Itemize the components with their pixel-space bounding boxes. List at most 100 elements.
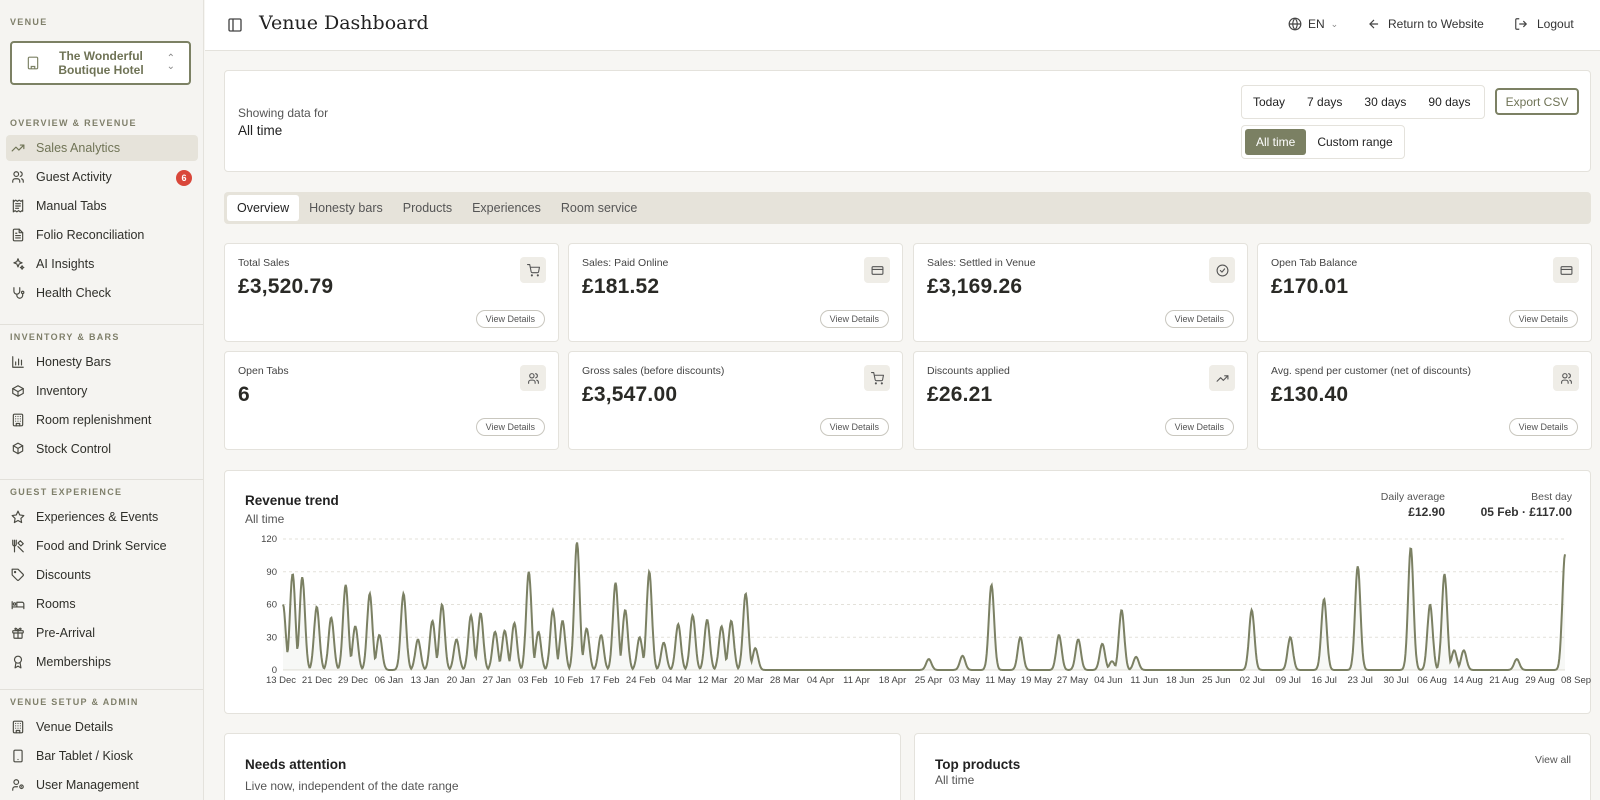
showing-label: Showing data for: [238, 106, 329, 120]
range-all-time-button[interactable]: All time: [1245, 129, 1307, 155]
sidebar-item-label: Folio Reconciliation: [36, 228, 145, 242]
language-selector[interactable]: EN ⌄: [1288, 17, 1338, 31]
range-today-button[interactable]: Today: [1253, 95, 1286, 109]
sidebar-item-guest-activity[interactable]: Guest Activity 6: [6, 164, 198, 190]
logout-button[interactable]: Logout: [1514, 17, 1574, 31]
stat-icon-box: [1209, 365, 1235, 391]
view-details-button[interactable]: View Details: [1164, 310, 1234, 328]
stat-value: £3,169.26: [927, 275, 1023, 298]
tab-experiences[interactable]: Experiences: [472, 201, 541, 215]
gift-icon: [12, 627, 24, 639]
sidebar-item-ai-insights[interactable]: AI Insights: [6, 251, 198, 277]
stat-value: £170.01: [1271, 275, 1349, 298]
sidebar-item-bar-tablet-kiosk[interactable]: Bar Tablet / Kiosk: [6, 743, 198, 769]
x-tick-label: 03 May: [949, 675, 980, 686]
view-details-button[interactable]: View Details: [819, 310, 889, 328]
range-30-days-button[interactable]: 30 days: [1364, 95, 1407, 109]
tab-honesty-bars[interactable]: Honesty bars: [309, 201, 383, 215]
sidebar-item-stock-control[interactable]: Stock Control: [6, 436, 198, 462]
tab-room-service[interactable]: Room service: [560, 201, 638, 215]
sidebar-item-folio-reconciliation[interactable]: Folio Reconciliation: [6, 222, 198, 248]
needs-attention-subtitle: Live now, independent of the date range: [245, 779, 459, 793]
sidebar-item-discounts[interactable]: Discounts: [6, 562, 198, 588]
venue-label: Venue: [10, 17, 48, 27]
tab-products[interactable]: Products: [402, 201, 453, 215]
stat-card-open-tabs: Open Tabs 6 View Details: [224, 351, 559, 450]
sidebar-item-health-check[interactable]: Health Check: [6, 280, 198, 306]
sidebar-item-label: Food and Drink Service: [36, 539, 167, 553]
chevrons-up-down-icon: ⌃ ⌄: [166, 53, 175, 72]
file-text-icon: [12, 228, 24, 242]
logout-icon: [1515, 18, 1528, 30]
return-to-website-button[interactable]: Return to Website: [1367, 17, 1484, 31]
range-custom-button[interactable]: Custom range: [1317, 135, 1393, 149]
top-header: Venue Dashboard EN ⌄ Return to Website L…: [205, 0, 1600, 51]
y-tick-label: 0: [272, 665, 277, 676]
x-tick-label: 25 Apr: [915, 675, 942, 686]
export-csv-button[interactable]: Export CSV: [1495, 88, 1579, 115]
return-label: Return to Website: [1388, 17, 1484, 31]
stat-icon-box: [1209, 257, 1235, 283]
venue-select[interactable]: The Wonderful Boutique Hotel ⌃ ⌄: [10, 41, 191, 85]
stat-label: Sales: Paid Online: [582, 257, 669, 269]
stat-card-total-sales: Total Sales £3,520.79 View Details: [224, 243, 559, 342]
view-all-link[interactable]: View all: [1535, 754, 1571, 766]
stat-value: £26.21: [927, 383, 993, 406]
sidebar-item-inventory[interactable]: Inventory: [6, 378, 198, 404]
range-7-days-button[interactable]: 7 days: [1307, 95, 1343, 109]
building-icon: [27, 56, 39, 70]
users-icon: [1560, 372, 1572, 384]
user-cog-icon: [12, 779, 24, 791]
sidebar-item-sales-analytics[interactable]: Sales Analytics: [6, 135, 198, 161]
tab-overview[interactable]: Overview: [227, 195, 300, 221]
view-details-button[interactable]: View Details: [819, 418, 889, 436]
sidebar-item-manual-tabs[interactable]: Manual Tabs: [6, 193, 198, 219]
analytics-tabs: Overview Honesty bars Products Experienc…: [224, 192, 1591, 224]
sidebar-item-label: AI Insights: [36, 257, 95, 271]
view-details-button[interactable]: View Details: [475, 310, 545, 328]
stat-icon-box: [1553, 365, 1579, 391]
view-details-button[interactable]: View Details: [1508, 418, 1578, 436]
view-details-button[interactable]: View Details: [1508, 310, 1578, 328]
x-tick-label: 29 Aug: [1525, 675, 1555, 686]
users-icon: [12, 171, 24, 183]
sidebar-item-pre-arrival[interactable]: Pre-Arrival: [6, 620, 198, 646]
sidebar-item-user-management[interactable]: User Management: [6, 772, 198, 798]
sidebar-item-memberships[interactable]: Memberships: [6, 649, 198, 675]
trending-up-icon: [1216, 374, 1228, 382]
tag-icon: [11, 568, 24, 581]
x-tick-label: 04 Apr: [807, 675, 834, 686]
card-icon: [871, 265, 883, 275]
sidebar-item-honesty-bars[interactable]: Honesty Bars: [6, 349, 198, 375]
view-details-button[interactable]: View Details: [475, 418, 545, 436]
stethoscope-icon: [13, 287, 25, 299]
range-90-days-button[interactable]: 90 days: [1428, 95, 1471, 109]
x-tick-label: 04 Mar: [662, 675, 692, 686]
x-tick-label: 27 Jan: [483, 675, 512, 686]
x-tick-label: 29 Dec: [338, 675, 368, 686]
sidebar-section-guest-experience: Guest Experience Experiences & Events Food…: [0, 487, 203, 678]
x-tick-label: 11 Jun: [1130, 675, 1158, 686]
y-tick-label: 90: [266, 567, 277, 578]
sidebar-item-label: Rooms: [36, 597, 76, 611]
sidebar-item-rooms[interactable]: Rooms: [6, 591, 198, 617]
stat-card-gross-sales-before-discounts: Gross sales (before discounts) £3,547.00 V…: [568, 351, 903, 450]
sidebar-item-label: Sales Analytics: [36, 141, 121, 155]
globe-icon: [1288, 17, 1302, 31]
sidebar-item-food-and-drink-service[interactable]: Food and Drink Service: [6, 533, 198, 559]
view-details-button[interactable]: View Details: [1164, 418, 1234, 436]
sidebar-item-venue-details[interactable]: Venue Details: [6, 714, 198, 740]
sidebar: Venue The Wonderful Boutique Hotel ⌃ ⌄ Ov…: [0, 0, 204, 800]
stat-icon-box: [864, 257, 890, 283]
award-icon: [13, 655, 23, 669]
users-icon: [527, 372, 539, 384]
stat-card-avg-spend-per-customer-net-of-discounts: Avg. spend per customer (net of discount…: [1257, 351, 1592, 450]
sidebar-item-label: Inventory: [36, 384, 88, 398]
sidebar-item-experiences-events[interactable]: Experiences & Events: [6, 504, 198, 530]
sidebar-item-room-replenishment[interactable]: Room replenishment: [6, 407, 198, 433]
x-tick-label: 21 Dec: [302, 675, 332, 686]
stat-card-open-tab-balance: Open Tab Balance £170.01 View Details: [1257, 243, 1592, 342]
arrow-left-icon: [1369, 19, 1379, 29]
custom-range-group: All time Custom range: [1241, 125, 1405, 159]
sidebar-toggle-icon[interactable]: [227, 17, 243, 33]
